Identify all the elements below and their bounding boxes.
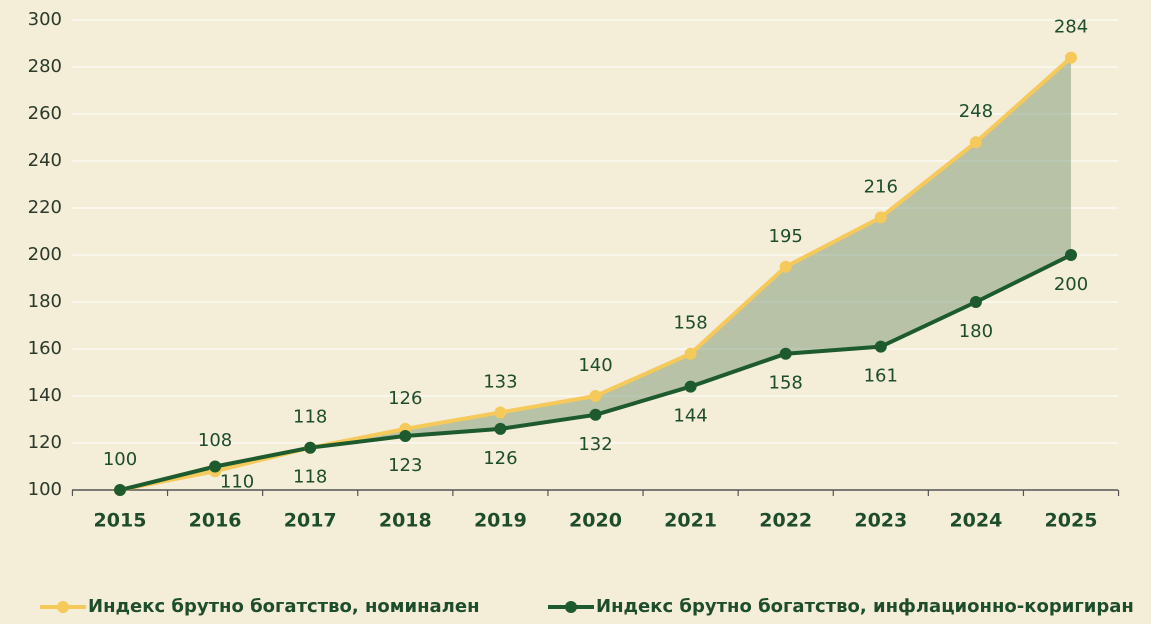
value-label: 180	[959, 321, 993, 342]
x-tick-label: 2022	[759, 510, 812, 532]
value-label: 158	[673, 313, 707, 334]
value-label: 100	[103, 449, 137, 470]
gap-area	[120, 57, 1071, 490]
legend-label: Индекс брутно богатство, инфлационно-кор…	[596, 596, 1134, 617]
x-tick-label: 2018	[379, 510, 432, 532]
point	[779, 347, 792, 360]
value-label: 123	[388, 455, 422, 476]
point	[589, 390, 602, 402]
point	[684, 380, 697, 393]
y-tick-label: 260	[28, 103, 62, 124]
value-label: 118	[293, 407, 327, 428]
y-tick-label: 240	[28, 150, 62, 171]
x-tick-label: 2020	[569, 510, 622, 532]
point	[1065, 249, 1077, 261]
value-label: 108	[198, 430, 232, 451]
point	[494, 406, 507, 419]
y-tick-label: 280	[28, 56, 62, 77]
legend-label: Индекс брутно богатство, номинален	[88, 596, 480, 617]
y-tick-label: 100	[28, 479, 62, 500]
x-tick-label: 2015	[94, 510, 147, 532]
value-label: 110	[220, 472, 254, 493]
value-label: 132	[578, 434, 612, 455]
value-label: 144	[673, 406, 707, 427]
legend-marker	[57, 601, 69, 613]
y-tick-label: 180	[28, 291, 62, 312]
y-tick-label: 300	[28, 9, 62, 30]
x-tick-label: 2025	[1045, 510, 1098, 532]
y-tick-label: 220	[28, 197, 62, 218]
point	[1065, 51, 1077, 64]
value-label: 133	[483, 371, 517, 392]
point	[779, 260, 792, 273]
value-label: 195	[769, 226, 803, 247]
x-tick-label: 2021	[664, 510, 717, 532]
y-tick-label: 120	[28, 432, 62, 453]
point	[969, 296, 982, 308]
y-tick-label: 140	[28, 385, 62, 406]
point	[874, 211, 887, 224]
value-label: 158	[769, 373, 803, 394]
value-label: 140	[578, 355, 612, 376]
y-tick-label: 160	[28, 338, 62, 359]
value-label: 118	[293, 467, 327, 488]
point	[589, 408, 602, 421]
value-label: 126	[388, 388, 422, 409]
point	[494, 422, 507, 435]
x-tick-label: 2023	[854, 510, 907, 532]
point	[969, 136, 982, 149]
value-label: 161	[864, 366, 898, 387]
x-tick-label: 2017	[284, 510, 337, 532]
value-label: 126	[483, 448, 517, 469]
value-label: 284	[1054, 17, 1088, 38]
legend-marker	[565, 601, 577, 613]
point	[874, 340, 887, 353]
point	[114, 484, 126, 496]
x-tick-label: 2019	[474, 510, 527, 532]
y-tick-label: 200	[28, 244, 62, 265]
point	[209, 460, 222, 473]
x-tick-label: 2024	[949, 510, 1002, 532]
value-label: 248	[959, 101, 993, 122]
value-label: 216	[864, 176, 898, 197]
point	[304, 441, 317, 454]
value-label: 200	[1054, 274, 1088, 295]
point	[684, 347, 697, 360]
x-tick-label: 2016	[189, 510, 242, 532]
point	[399, 429, 412, 442]
